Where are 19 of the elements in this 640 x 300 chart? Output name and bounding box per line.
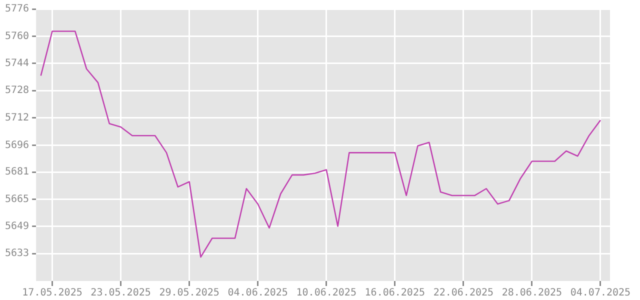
x-tick-label: 10.06.2025 [296, 288, 356, 299]
x-tick-label: 23.05.2025 [90, 288, 151, 299]
x-tick-label: 28.06.2025 [502, 288, 562, 299]
y-tick-label: 5633 [4, 248, 30, 260]
y-tick-label: 5760 [4, 30, 30, 42]
y-tick-label: 5744 [4, 58, 30, 69]
x-tick-label: 29.05.2025 [159, 288, 220, 299]
y-tick-label: 5649 [4, 221, 30, 232]
y-tick-label: 5681 [4, 166, 30, 178]
y-tick-label: 5712 [4, 112, 30, 124]
y-tick-label: 5728 [4, 85, 30, 96]
y-tick-label: 5665 [4, 194, 30, 205]
x-tick-label: 16.06.2025 [364, 288, 426, 299]
x-tick-label: 17.05.2025 [22, 288, 82, 299]
y-tick-label: 5776 [4, 4, 30, 15]
y-tick-label: 5696 [4, 140, 30, 151]
x-tick-label: 04.07.2025 [570, 288, 631, 299]
x-tick-label: 04.06.2025 [228, 288, 288, 299]
x-tick-label: 22.06.2025 [433, 288, 494, 299]
